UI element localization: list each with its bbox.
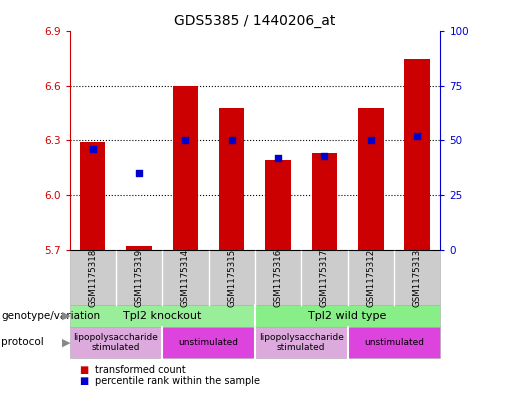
Text: ▶: ▶: [62, 311, 70, 321]
Text: unstimulated: unstimulated: [179, 338, 238, 347]
Text: ▶: ▶: [62, 337, 70, 347]
Text: protocol: protocol: [1, 337, 44, 347]
Text: percentile rank within the sample: percentile rank within the sample: [95, 376, 260, 386]
Text: GDS5385 / 1440206_at: GDS5385 / 1440206_at: [174, 14, 336, 28]
Text: lipopolysaccharide
stimulated: lipopolysaccharide stimulated: [259, 332, 344, 352]
Text: GSM1175317: GSM1175317: [320, 248, 329, 307]
Point: [367, 138, 375, 144]
Bar: [358, 108, 384, 250]
Text: Tpl2 knockout: Tpl2 knockout: [123, 311, 201, 321]
Text: lipopolysaccharide
stimulated: lipopolysaccharide stimulated: [74, 332, 158, 352]
Bar: [265, 160, 291, 250]
Text: Tpl2 wild type: Tpl2 wild type: [308, 311, 387, 321]
Bar: [404, 59, 430, 250]
Point: [413, 133, 421, 139]
Bar: [173, 86, 198, 250]
Point: [181, 138, 190, 144]
Text: genotype/variation: genotype/variation: [1, 311, 100, 321]
Bar: [312, 153, 337, 250]
Text: transformed count: transformed count: [95, 365, 186, 375]
Text: GSM1175316: GSM1175316: [273, 248, 283, 307]
Point: [228, 138, 236, 144]
Bar: [80, 142, 106, 250]
Point: [274, 155, 282, 161]
Text: GSM1175312: GSM1175312: [366, 248, 375, 307]
Point: [89, 146, 97, 152]
Text: ■: ■: [79, 376, 88, 386]
Text: GSM1175315: GSM1175315: [227, 248, 236, 307]
Text: unstimulated: unstimulated: [364, 338, 424, 347]
Text: GSM1175314: GSM1175314: [181, 248, 190, 307]
Bar: [219, 108, 245, 250]
Bar: [126, 246, 152, 250]
Text: ■: ■: [79, 365, 88, 375]
Text: GSM1175319: GSM1175319: [134, 249, 144, 307]
Point: [135, 170, 143, 176]
Text: GSM1175313: GSM1175313: [413, 248, 422, 307]
Text: GSM1175318: GSM1175318: [88, 248, 97, 307]
Point: [320, 152, 329, 159]
